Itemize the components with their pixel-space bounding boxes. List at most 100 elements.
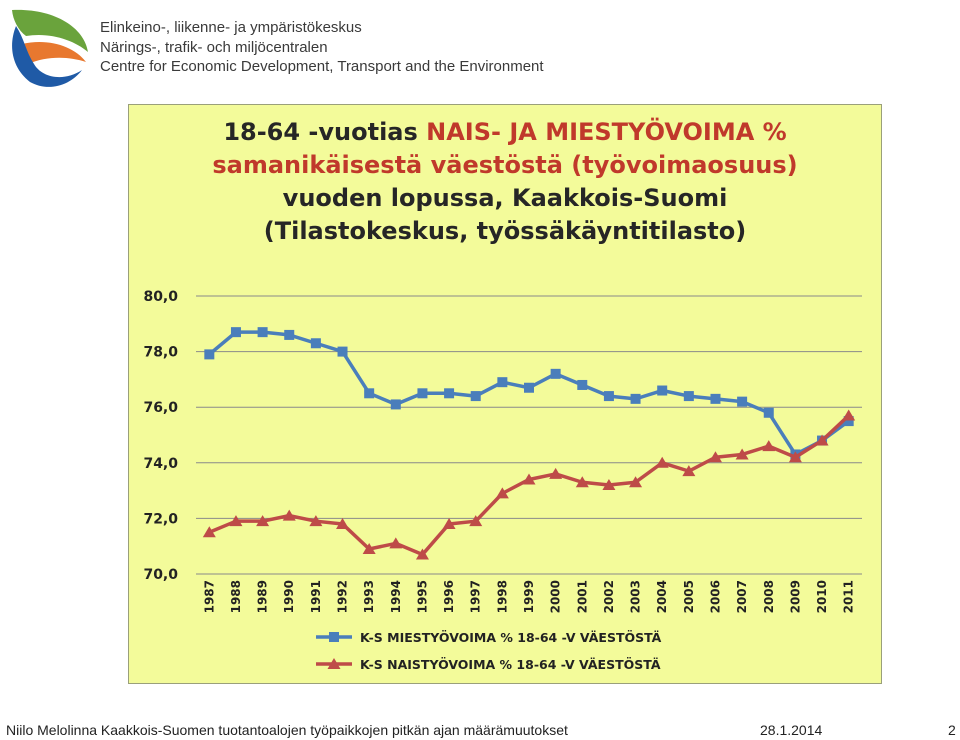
series-1-point [364,388,375,399]
series-2-point [708,451,722,463]
series-2-point [629,476,643,488]
x-tick-label: 2004 [655,580,669,613]
series-1-point [577,379,588,390]
series-2-point [655,456,669,468]
org-name-finnish: Elinkeino-, liikenne- ja ympäristökeskus [100,19,362,36]
series-2-point [602,479,616,491]
slide-footer: Niilo Melolinna Kaakkois-Suomen tuotanto… [0,720,960,740]
series-1-point [470,391,481,402]
series-1-point [417,388,428,399]
x-tick-label: 1993 [362,580,376,613]
series-2-point [362,542,376,554]
x-axis-ticks: 1987 1988 1989 1990 1991 1992 1993 1994 1995 1996… [202,580,855,613]
series-2-point [389,537,403,549]
series-1-point [284,329,295,340]
series-1-point [310,338,321,349]
x-tick-label: 1989 [256,580,270,613]
x-tick-label: 2006 [708,580,722,613]
x-tick-label: 1998 [495,580,509,613]
series-2-point [256,515,270,527]
x-tick-label: 1994 [389,580,403,613]
chart-title-part-1: 18-64 -vuotias [223,118,427,146]
series-1-point [657,385,668,396]
y-tick-label: 72,0 [143,511,178,527]
series-2-point [229,515,243,527]
series-2-point [522,473,536,485]
series-1-point [204,349,215,360]
x-tick-label: 2010 [815,580,829,613]
footer-author-title: Niilo Melolinna Kaakkois-Suomen tuotanto… [6,722,568,738]
legend-marker-2 [327,658,341,669]
series-2-point [842,409,856,421]
series-1-point [737,396,748,407]
series-1-point [603,391,614,402]
chart-title-part-3: vuoden lopussa, Kaakkois-Suomi (Tilastok… [263,184,747,245]
chart-panel [128,104,882,684]
series-line-1 [208,330,850,457]
series-2-point [442,517,456,529]
series-2-point [202,526,216,538]
y-tick-label: 76,0 [143,400,178,416]
x-tick-label: 2003 [629,580,643,613]
x-tick-label: 2011 [842,580,856,613]
legend: K-S MIESTYÖVOIMA % 18-64 -V VÄESTÖSTÄ K-S… [316,630,662,672]
series-2-point [495,487,509,499]
y-tick-label: 80,0 [143,289,178,305]
series-layer [202,327,856,560]
org-name-english: Centre for Economic Development, Transpo… [100,58,544,75]
series-1-point [390,399,401,410]
x-tick-label: 1995 [415,580,429,613]
series-1-point [257,327,268,338]
series-2-point [762,440,776,452]
chart-title-part-2: NAIS- JA MIESTYÖVOIMA % samanikäisestä v… [212,118,798,179]
x-tick-label: 1987 [202,580,216,613]
series-1-point [524,382,534,393]
series-2-point [415,548,429,560]
x-tick-label: 2002 [602,580,616,613]
series-2-point [735,448,749,460]
legend-label-2: K-S NAISTYÖVOIMA % 18-64 -V VÄESTÖSTÄ [360,657,661,672]
series-2-point [815,434,829,446]
legend-label-1: K-S MIESTYÖVOIMA % 18-64 -V VÄESTÖSTÄ [360,630,662,645]
x-tick-label: 2001 [575,580,589,613]
footer-date: 28.1.2014 [760,722,823,738]
x-tick-label: 2000 [549,580,563,613]
series-2-point [336,517,350,529]
x-tick-label: 1988 [229,580,243,613]
series-2-point [788,451,802,463]
series-line-2 [208,414,850,557]
series-2-point [575,476,589,488]
x-tick-label: 1990 [282,580,296,613]
series-1-point [630,393,641,404]
y-tick-label: 70,0 [143,567,178,583]
series-2-point [549,467,563,479]
series-2-point [282,509,296,521]
series-2-point [469,515,483,527]
series-1-point [710,393,721,404]
x-tick-label: 1992 [336,580,350,613]
series-1-point [337,346,348,357]
x-tick-label: 1991 [309,580,323,613]
y-tick-label: 78,0 [143,345,178,361]
x-tick-label: 2008 [762,580,776,613]
y-axis-ticks: 70,0 72,0 74,0 76,0 78,0 80,0 [143,289,178,583]
series-2-point [682,465,696,477]
x-tick-label: 2009 [788,580,802,613]
org-name-swedish: Närings-, trafik- och miljöcentralen [100,38,328,56]
series-1-point [763,407,774,418]
series-1-point [550,368,561,379]
organisation-names: Elinkeino-, liikenne- ja ympäristökeskus… [100,18,544,77]
ely-centre-logo [12,9,88,87]
series-1-point [230,327,241,338]
x-tick-label: 1996 [442,580,456,613]
y-tick-label: 74,0 [143,456,178,472]
series-1-point [843,416,854,427]
series-1-point [683,391,694,402]
chart-title: 18-64 -vuotias NAIS- JA MIESTYÖVOIMA % s… [200,116,810,248]
legend-marker-1 [329,632,339,642]
x-tick-label: 2007 [735,580,749,613]
x-tick-label: 1999 [522,580,536,613]
x-tick-label: 1997 [469,580,483,613]
series-1-point [497,377,508,388]
